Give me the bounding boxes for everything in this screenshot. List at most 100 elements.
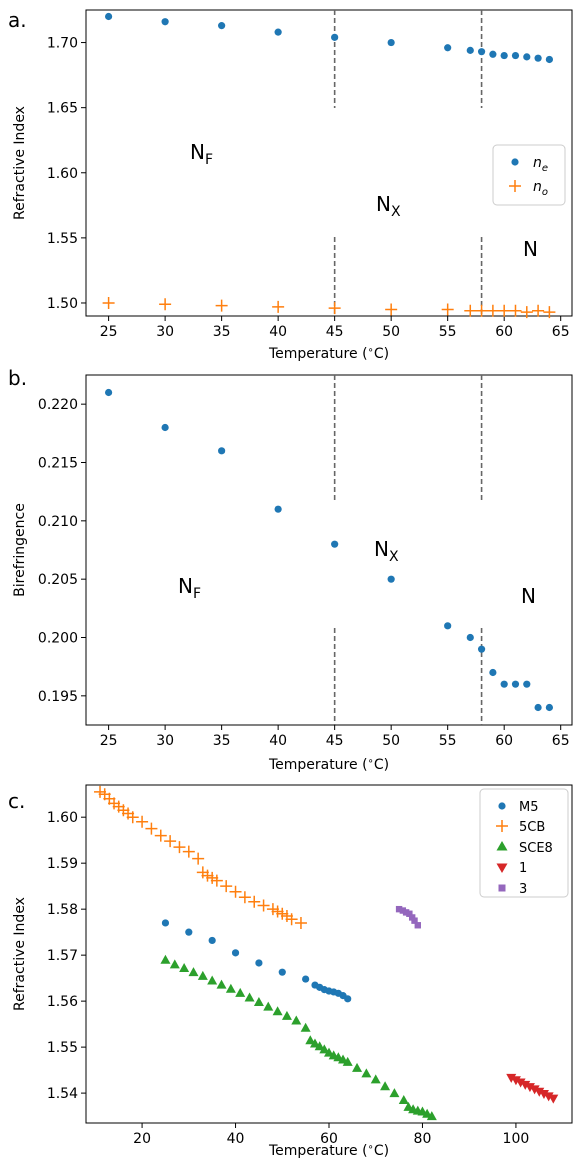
phase-label-base: N xyxy=(178,574,193,598)
data-point xyxy=(285,913,298,926)
x-tick-label: 25 xyxy=(100,324,118,340)
legend-marker-plus xyxy=(509,180,521,192)
phase-label: N xyxy=(523,237,538,261)
data-point xyxy=(159,298,172,311)
y-axis-label: Refractive Index xyxy=(12,897,28,1011)
data-point xyxy=(272,1006,283,1016)
data-point xyxy=(105,388,113,397)
phase-label: N xyxy=(521,584,536,608)
legend-label-base: n xyxy=(533,155,542,171)
data-point xyxy=(543,306,556,319)
svg-text:NX: NX xyxy=(374,537,399,565)
phase-label: NX xyxy=(374,537,399,565)
series xyxy=(160,954,437,1121)
x-tick-label: 60 xyxy=(320,1131,338,1147)
data-point xyxy=(216,979,227,989)
data-point xyxy=(342,1056,353,1066)
x-axis-label: Temperature (∘C) xyxy=(268,1142,389,1159)
data-point xyxy=(291,1015,302,1025)
x-tick-label: 40 xyxy=(269,733,287,749)
x-tick-label: 30 xyxy=(156,324,174,340)
phase-label-base: N xyxy=(523,237,538,261)
data-point xyxy=(464,304,477,317)
legend-label: M5 xyxy=(519,800,539,815)
x-tick-label: 45 xyxy=(326,324,344,340)
phase-label-sub: X xyxy=(389,549,399,565)
legend-label-base: n xyxy=(533,179,542,195)
data-point xyxy=(248,895,261,908)
y-tick-label: 0.195 xyxy=(38,689,78,705)
legend-marker-triangle-down xyxy=(496,863,508,873)
data-point xyxy=(389,1088,400,1098)
phase-label: NF xyxy=(190,140,213,168)
data-point xyxy=(105,12,113,21)
data-point xyxy=(281,1010,292,1020)
series xyxy=(161,919,352,1003)
x-tick-label: 30 xyxy=(156,733,174,749)
data-point xyxy=(328,302,341,315)
legend-marker-circle xyxy=(498,802,506,810)
data-point xyxy=(257,899,270,912)
y-axis-label: Refractive Index xyxy=(12,106,28,220)
data-point xyxy=(102,296,115,309)
plot-frame xyxy=(85,374,573,726)
y-tick-label: 1.55 xyxy=(47,231,78,247)
x-tick-label: 100 xyxy=(503,1131,530,1147)
legend-entry: 1 xyxy=(496,861,527,876)
data-point xyxy=(444,622,452,630)
legend-label: 1 xyxy=(519,861,527,876)
legend-label-sub: e xyxy=(542,163,548,174)
data-point xyxy=(408,914,416,921)
data-point xyxy=(210,874,223,887)
legend: ne no xyxy=(492,144,566,206)
data-point xyxy=(534,1087,545,1097)
data-point xyxy=(395,905,403,913)
data-point xyxy=(229,885,242,898)
data-point xyxy=(477,645,486,653)
legend-label-sub: o xyxy=(542,187,548,198)
svg-text:NF: NF xyxy=(178,574,201,602)
legend-entry: no xyxy=(509,179,548,198)
x-tick-label: 65 xyxy=(552,733,570,749)
axis-ticks: 25 30 35 40 45 50 55 60 65 1.50 1.55 1.60 1.65 1.70 xyxy=(47,36,570,340)
data-marks xyxy=(105,388,553,712)
phase-label-sub: X xyxy=(391,204,401,220)
x-tick-label: 50 xyxy=(382,733,400,749)
data-point xyxy=(385,303,398,316)
data-point xyxy=(534,703,542,712)
series xyxy=(102,296,556,319)
legend-entry: 5CB xyxy=(496,820,545,835)
data-point xyxy=(208,936,216,945)
data-point xyxy=(185,928,193,936)
phase-boundaries xyxy=(333,10,483,316)
legend-label: 3 xyxy=(519,882,527,897)
svg-text:ne: ne xyxy=(533,155,548,174)
svg-text:NF: NF xyxy=(190,140,213,168)
data-point xyxy=(510,1076,521,1086)
data-point xyxy=(126,811,139,824)
data-point xyxy=(523,680,531,688)
data-point xyxy=(532,304,545,317)
data-point xyxy=(154,829,167,842)
axis-ticks: 25 30 35 40 45 50 55 60 65 0.195 0.200 0.205 0.210 0.… xyxy=(38,397,570,749)
series xyxy=(94,785,307,929)
data-point xyxy=(319,1044,330,1054)
data-point xyxy=(500,51,508,60)
data-point xyxy=(370,1074,381,1084)
panel-label: a. xyxy=(8,8,27,32)
x-tick-label: 60 xyxy=(495,324,513,340)
data-point xyxy=(489,50,497,58)
svg-text:N: N xyxy=(523,237,538,261)
data-point xyxy=(188,967,199,977)
data-point xyxy=(331,540,339,548)
phase-label-base: N xyxy=(374,537,389,561)
x-tick-label: 55 xyxy=(439,324,457,340)
data-point xyxy=(160,954,171,964)
x-tick-label: 80 xyxy=(414,1131,432,1147)
y-tick-label: 0.215 xyxy=(38,456,78,472)
series xyxy=(506,1073,559,1104)
x-axis-label: Temperature (∘C) xyxy=(268,756,389,773)
x-tick-label: 40 xyxy=(227,1131,245,1147)
data-point xyxy=(361,1068,372,1078)
data-point xyxy=(220,880,233,893)
